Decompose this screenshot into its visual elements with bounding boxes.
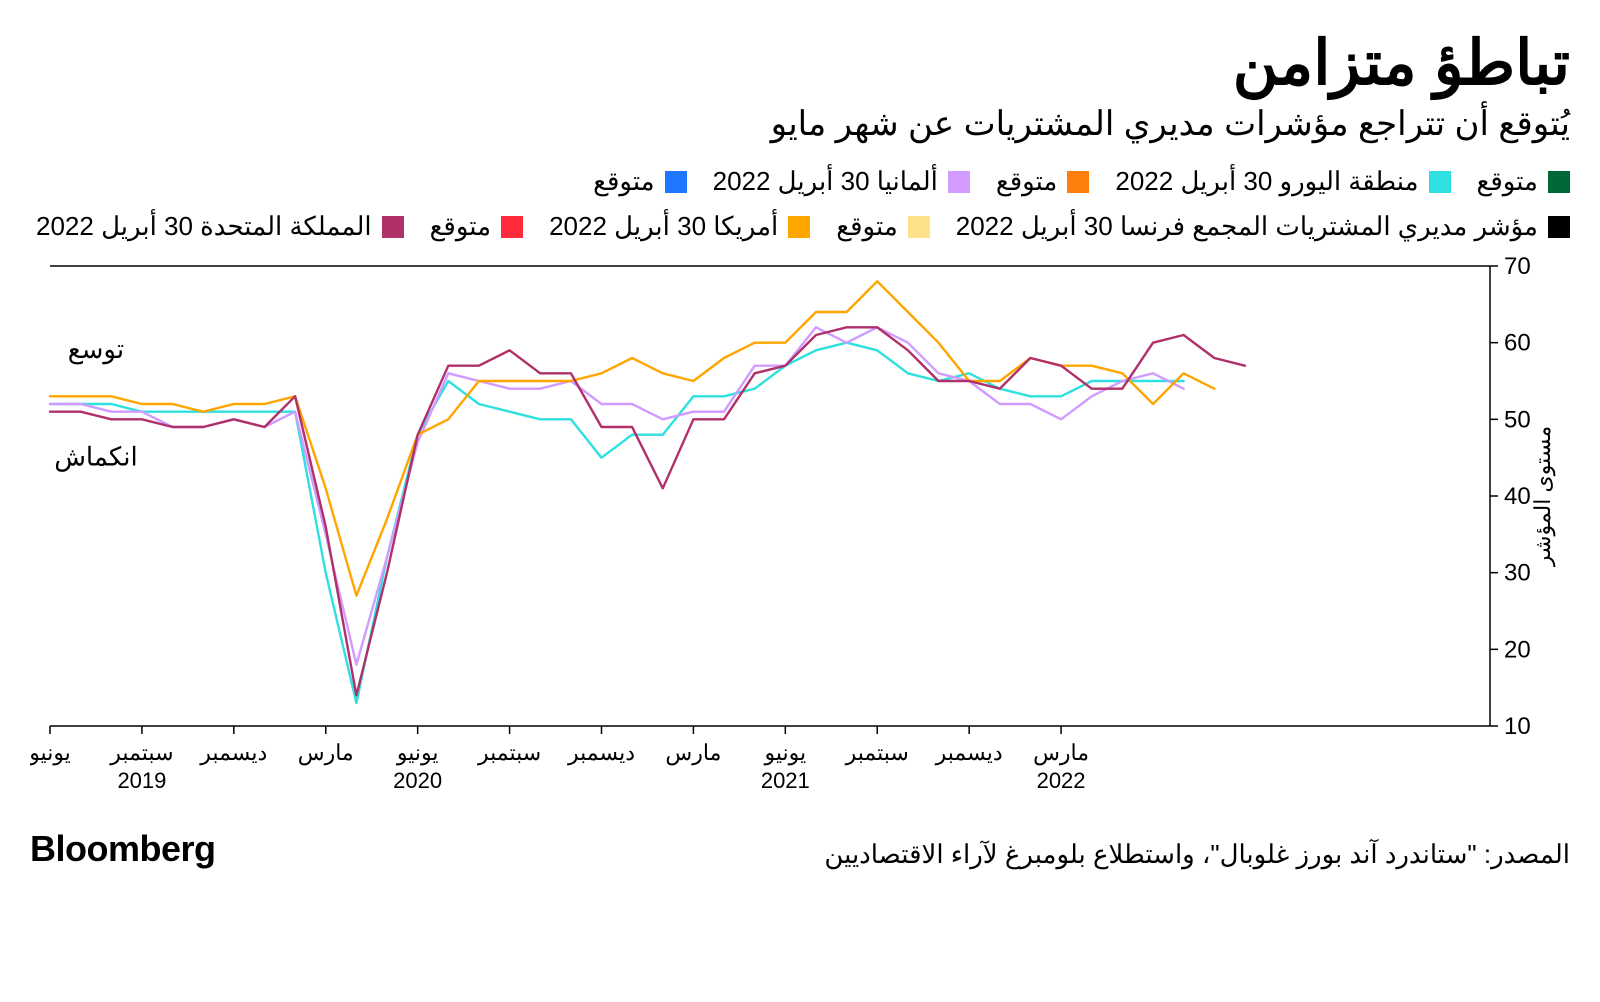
svg-text:يونيو: يونيو xyxy=(764,740,807,766)
legend-label: ألمانيا 30 أبريل 2022 xyxy=(713,166,938,197)
source-text: المصدر: "ستاندرد آند بورز غلوبال"، واستط… xyxy=(824,839,1570,870)
svg-text:ديسمبر: ديسمبر xyxy=(199,740,267,766)
svg-text:انكماش: انكماش xyxy=(54,442,138,473)
legend-swatch xyxy=(1548,171,1570,193)
svg-text:يونيو: يونيو xyxy=(30,740,71,766)
legend-swatch xyxy=(1429,171,1451,193)
legend: متوقع منطقة اليورو 30 أبريل 2022 متوقع ألما… xyxy=(30,166,1570,242)
svg-text:مارس: مارس xyxy=(665,740,721,766)
legend-label: متوقع xyxy=(593,166,654,197)
svg-text:2019: 2019 xyxy=(117,768,166,793)
svg-text:سبتمبر: سبتمبر xyxy=(845,740,909,766)
line-chart: 10203040506070مستوى المؤشريونيوسبتمبر201… xyxy=(30,256,1570,816)
legend-swatch xyxy=(908,216,930,238)
legend-label: متوقع xyxy=(996,166,1057,197)
series-line xyxy=(50,327,1184,664)
legend-label: متوقع xyxy=(1477,166,1538,197)
legend-label: المملكة المتحدة 30 أبريل 2022 xyxy=(36,211,372,242)
footer: المصدر: "ستاندرد آند بورز غلوبال"، واستط… xyxy=(30,828,1570,870)
svg-text:توسع: توسع xyxy=(68,334,124,365)
chart-title: تباطؤ متزامن xyxy=(30,30,1570,98)
legend-item: متوقع xyxy=(996,166,1089,197)
legend-swatch xyxy=(665,171,687,193)
chart-area: 10203040506070مستوى المؤشريونيوسبتمبر201… xyxy=(30,256,1570,816)
svg-text:سبتمبر: سبتمبر xyxy=(109,740,173,766)
legend-item: أمريكا 30 أبريل 2022 xyxy=(549,211,810,242)
svg-text:مستوى المؤشر: مستوى المؤشر xyxy=(1530,426,1556,567)
legend-item: ألمانيا 30 أبريل 2022 xyxy=(713,166,970,197)
legend-item: متوقع xyxy=(1477,166,1570,197)
legend-label: متوقع xyxy=(430,211,491,242)
legend-item: مؤشر مديري المشتريات المجمع فرنسا 30 أبر… xyxy=(956,211,1570,242)
legend-swatch xyxy=(501,216,523,238)
svg-text:50: 50 xyxy=(1504,407,1531,434)
legend-swatch xyxy=(1067,171,1089,193)
legend-label: منطقة اليورو 30 أبريل 2022 xyxy=(1115,166,1418,197)
series-line xyxy=(50,327,1245,695)
chart-subtitle: يُتوقع أن تتراجع مؤشرات مديري المشتريات … xyxy=(30,104,1570,144)
svg-text:ديسمبر: ديسمبر xyxy=(935,740,1003,766)
legend-item: متوقع xyxy=(593,166,686,197)
legend-item: منطقة اليورو 30 أبريل 2022 xyxy=(1115,166,1450,197)
svg-text:2020: 2020 xyxy=(393,768,442,793)
legend-item: متوقع xyxy=(836,211,929,242)
legend-swatch xyxy=(382,216,404,238)
svg-text:2022: 2022 xyxy=(1037,768,1086,793)
brand-logo: Bloomberg xyxy=(30,828,216,870)
svg-text:ديسمبر: ديسمبر xyxy=(567,740,635,766)
svg-text:2021: 2021 xyxy=(761,768,810,793)
legend-item: المملكة المتحدة 30 أبريل 2022 xyxy=(36,211,404,242)
svg-text:يونيو: يونيو xyxy=(396,740,439,766)
svg-text:10: 10 xyxy=(1504,713,1531,740)
legend-swatch xyxy=(788,216,810,238)
series-line xyxy=(50,281,1214,595)
svg-text:مارس: مارس xyxy=(1033,740,1089,766)
series-line xyxy=(50,343,1184,703)
legend-label: أمريكا 30 أبريل 2022 xyxy=(549,211,778,242)
svg-text:40: 40 xyxy=(1504,483,1531,510)
legend-swatch xyxy=(1548,216,1570,238)
svg-text:سبتمبر: سبتمبر xyxy=(477,740,541,766)
svg-text:20: 20 xyxy=(1504,637,1531,664)
legend-item: متوقع xyxy=(430,211,523,242)
svg-text:70: 70 xyxy=(1504,256,1531,280)
svg-text:مارس: مارس xyxy=(298,740,354,766)
legend-label: مؤشر مديري المشتريات المجمع فرنسا 30 أبر… xyxy=(956,211,1538,242)
svg-text:30: 30 xyxy=(1504,560,1531,587)
legend-swatch xyxy=(948,171,970,193)
svg-text:60: 60 xyxy=(1504,330,1531,357)
legend-label: متوقع xyxy=(836,211,897,242)
